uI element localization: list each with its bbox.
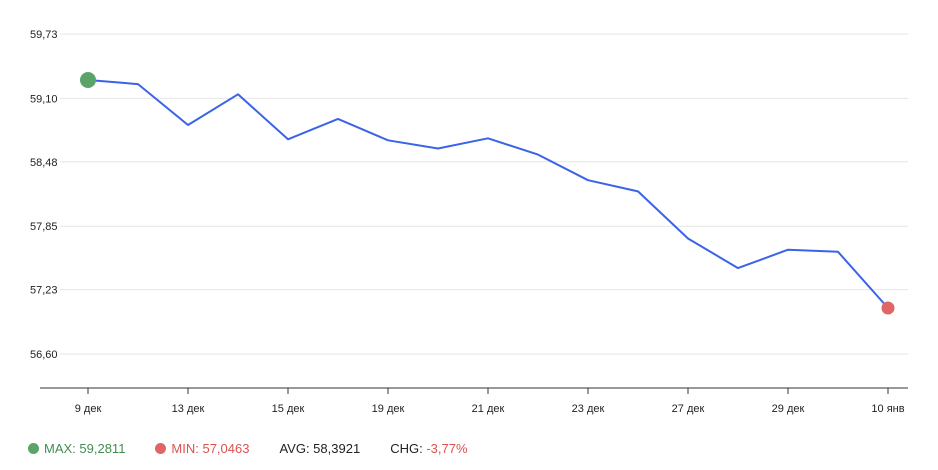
grid-lines bbox=[60, 33, 908, 355]
stat-min: MIN: 57,0463 bbox=[155, 441, 249, 456]
x-tick-label: 10 янв bbox=[871, 403, 904, 415]
y-tick-label: 57,23 bbox=[30, 285, 58, 297]
stat-chg: CHG: -3,77% bbox=[390, 441, 467, 456]
x-tick-label: 19 дек bbox=[372, 403, 405, 415]
max-dot-icon bbox=[28, 442, 39, 454]
y-tick-label: 59,10 bbox=[30, 93, 58, 105]
min-point-marker bbox=[881, 301, 895, 315]
x-tick-label: 21 дек bbox=[472, 403, 505, 415]
y-tick-label: 57,85 bbox=[30, 221, 58, 233]
avg-value: AVG: 58,3921 bbox=[279, 440, 361, 456]
max-value: MAX: 59,2811 bbox=[44, 440, 126, 456]
y-axis: 59,73 59,10 58,48 57,85 57,23 56,60 bbox=[30, 29, 58, 361]
chg-label: CHG: bbox=[390, 440, 423, 456]
y-tick-label: 58,48 bbox=[30, 157, 58, 169]
min-value: MIN: 57,0463 bbox=[171, 440, 250, 456]
x-tick-label: 29 дек bbox=[772, 403, 805, 415]
stat-avg: AVG: 58,3921 bbox=[279, 441, 360, 456]
x-axis: 9 дек 13 дек 15 дек 19 дек 21 дек 23 дек 27 де… bbox=[75, 388, 905, 415]
x-tick-label: 13 дек bbox=[172, 403, 205, 415]
stats-bar: MAX: 59,2811 MIN: 57,0463 AVG: 58,3921 C… bbox=[28, 438, 498, 458]
line-chart: 59,73 59,10 58,48 57,85 57,23 56,60 9 дек 13 д… bbox=[30, 29, 908, 415]
series-line bbox=[87, 79, 889, 309]
max-point-marker bbox=[80, 72, 96, 89]
x-tick-label: 23 дек bbox=[572, 403, 605, 415]
stat-max: MAX: 59,2811 bbox=[28, 441, 125, 456]
x-tick-label: 9 дек bbox=[75, 403, 102, 415]
min-dot-icon bbox=[155, 442, 167, 454]
chg-value: -3,77% bbox=[426, 440, 468, 456]
y-tick-label: 59,73 bbox=[30, 29, 58, 41]
x-tick-label: 15 дек bbox=[272, 403, 305, 415]
y-tick-label: 56,60 bbox=[30, 349, 58, 361]
x-tick-label: 27 дек bbox=[672, 403, 705, 415]
series-layer bbox=[80, 72, 895, 315]
